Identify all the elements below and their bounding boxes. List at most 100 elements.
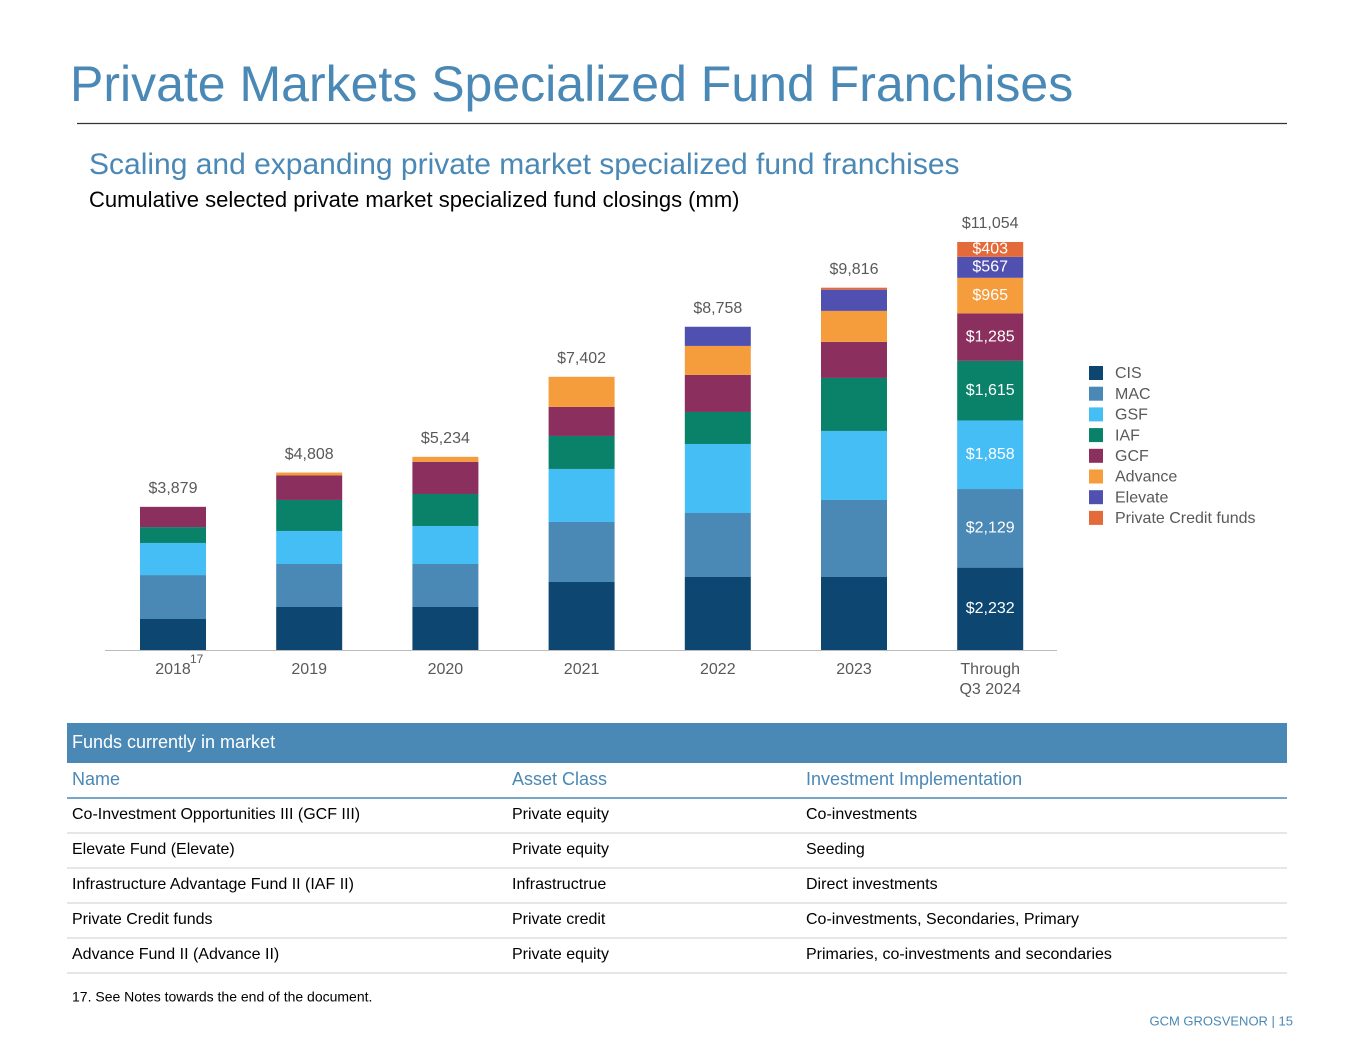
- bar-segment: [821, 576, 887, 650]
- segment-label: $1,858: [966, 446, 1015, 463]
- bar-segment: [957, 567, 1024, 650]
- bar-segment: [276, 530, 343, 565]
- bar-segment: [412, 525, 479, 565]
- table-cell: Co-investments, Secondaries, Primary: [806, 911, 1079, 928]
- bar-segment: [684, 576, 751, 650]
- legend-swatch: [1089, 428, 1103, 443]
- segment-label: $1,285: [966, 328, 1015, 345]
- bar-segment: [548, 521, 615, 582]
- table-title: Funds currently in market: [72, 732, 275, 752]
- legend-swatch: [1089, 407, 1103, 422]
- bar-segment: [548, 376, 615, 407]
- page-title: Private Markets Specialized Fund Franchi…: [70, 56, 1073, 112]
- bar-segment: [821, 377, 887, 431]
- table-cell: Advance Fund II (Advance II): [72, 946, 279, 963]
- chart-title: Scaling and expanding private market spe…: [89, 148, 960, 181]
- bar-segment: [957, 420, 1024, 490]
- bar-segment: [276, 499, 343, 531]
- bar-segment: [412, 461, 479, 494]
- footnote: 17. See Notes towards the end of the doc…: [72, 989, 372, 1005]
- table-cell: Private equity: [512, 841, 609, 858]
- bar-segment: [957, 242, 1024, 257]
- legend-label: Private Credit funds: [1115, 510, 1256, 527]
- bar-segment: [684, 443, 751, 513]
- bar-segment: [276, 472, 343, 476]
- table-cell: Co-Investment Opportunities III (GCF III…: [72, 806, 360, 823]
- bar-segment: [821, 310, 887, 342]
- segment-label: $2,232: [966, 600, 1015, 617]
- bar-segment: [957, 277, 1024, 314]
- bar-segment: [140, 575, 206, 619]
- legend-swatch: [1089, 386, 1103, 401]
- legend-swatch: [1089, 366, 1103, 380]
- segment-label: $2,129: [966, 520, 1015, 537]
- bar-segment: [821, 341, 887, 378]
- x-tick-label: 2022: [700, 661, 736, 678]
- table-cell: Infrastructrue: [512, 876, 606, 893]
- legend-label: Elevate: [1115, 489, 1168, 506]
- bar-segment: [957, 489, 1024, 568]
- bar-segment: [140, 506, 206, 528]
- x-tick-label: 2018: [155, 661, 191, 678]
- bar-segment: [821, 499, 887, 577]
- total-label: $9,816: [830, 261, 879, 278]
- bar-segment: [548, 406, 615, 436]
- total-label: $3,879: [149, 480, 198, 497]
- legend-label: IAF: [1115, 427, 1140, 444]
- bar-segment: [957, 256, 1024, 278]
- page-footer: GCM GROSVENOR | 15: [1149, 1013, 1293, 1028]
- bar-segment: [548, 581, 615, 650]
- chart-subtitle: Cumulative selected private market speci…: [89, 187, 739, 212]
- bar-segment: [276, 564, 343, 608]
- bar-segment: [821, 287, 887, 290]
- bar-segment: [412, 564, 479, 608]
- bar-segment: [548, 468, 615, 522]
- legend-swatch: [1089, 469, 1103, 484]
- table-cell: Elevate Fund (Elevate): [72, 841, 235, 858]
- table-cell: Direct investments: [806, 876, 938, 893]
- bar-segment: [140, 527, 206, 543]
- legend-label: CIS: [1115, 365, 1142, 382]
- bar-segment: [957, 360, 1024, 421]
- table-cell: Primaries, co-investments and secondarie…: [806, 946, 1112, 963]
- segment-label: $1,615: [966, 382, 1015, 399]
- total-label: $8,758: [693, 300, 742, 317]
- bar-segment: [684, 512, 751, 577]
- x-tick-label: 2019: [291, 661, 327, 678]
- table-cell: Infrastructure Advantage Fund II (IAF II…: [72, 876, 354, 893]
- bar-segment: [684, 374, 751, 412]
- total-label: $7,402: [557, 350, 606, 367]
- bar-segment: [412, 456, 479, 462]
- segment-label: $567: [972, 259, 1008, 276]
- bar-segment: [957, 313, 1024, 361]
- total-label: $5,234: [421, 430, 470, 447]
- total-label: $11,054: [962, 215, 1019, 232]
- x-tick-label: Through Q3 2024: [959, 661, 1021, 698]
- legend-swatch: [1089, 510, 1103, 525]
- table-cell: Private Credit funds: [72, 911, 213, 928]
- table-cell: Private equity: [512, 946, 609, 963]
- legend-swatch: [1089, 490, 1103, 505]
- bar-segment: [412, 607, 479, 650]
- legend-label: MAC: [1115, 386, 1151, 403]
- table-cell: Co-investments: [806, 806, 917, 823]
- segment-label: $965: [972, 287, 1008, 304]
- table-column-header: Asset Class: [512, 769, 607, 789]
- bar-segment: [140, 542, 206, 576]
- footnote-ref: 17: [190, 652, 204, 666]
- legend-swatch: [1089, 448, 1103, 463]
- bar-segment: [684, 345, 751, 375]
- table-cell: Private credit: [512, 911, 606, 928]
- table-cell: Seeding: [806, 841, 865, 858]
- segment-label: $403: [972, 241, 1008, 258]
- bar-segment: [821, 430, 887, 500]
- legend-label: GSF: [1115, 407, 1148, 424]
- legend-label: GCF: [1115, 448, 1149, 465]
- bar-segment: [684, 411, 751, 444]
- bar-segment: [412, 493, 479, 526]
- table-cell: Private equity: [512, 806, 609, 823]
- table-column-header: Name: [72, 769, 120, 789]
- bar-segment: [140, 618, 206, 650]
- bar-segment: [821, 289, 887, 311]
